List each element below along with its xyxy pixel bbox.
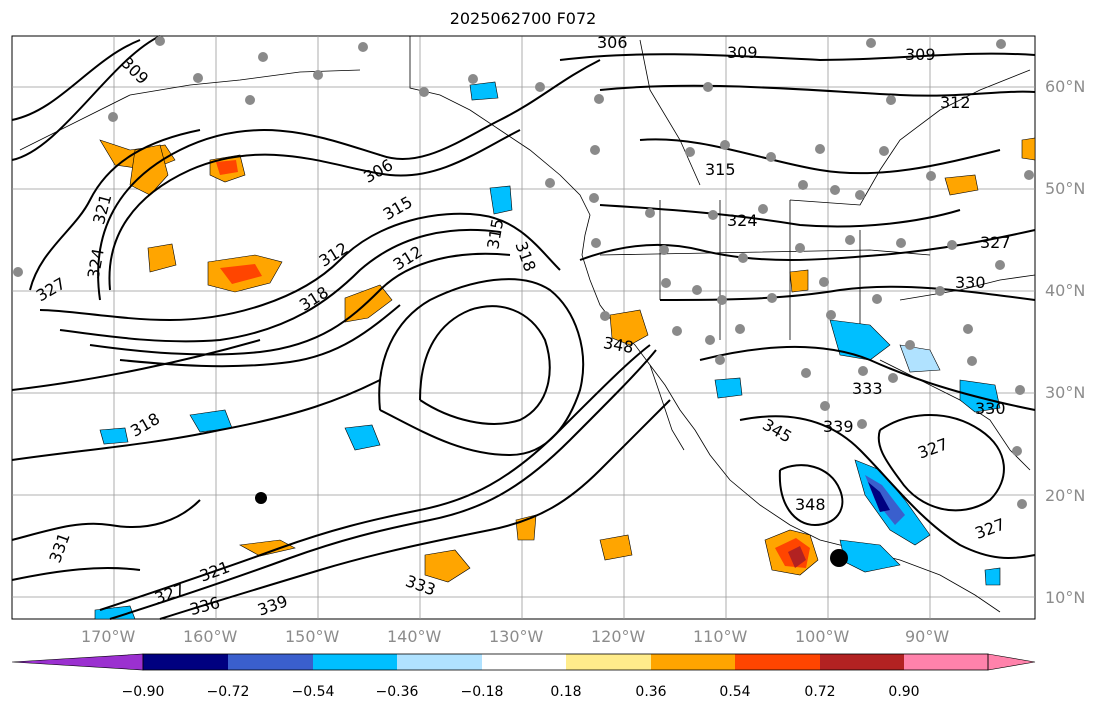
contour-label: 327 xyxy=(980,233,1011,252)
colorbar-segment xyxy=(904,654,988,670)
lon-label: 140°W xyxy=(387,627,441,646)
contour-label: 309 xyxy=(727,43,758,62)
colorbar-segment xyxy=(735,654,820,670)
contour-label: 315 xyxy=(705,160,736,179)
lon-label: 90°W xyxy=(905,627,949,646)
lon-label: 170°W xyxy=(81,627,135,646)
colorbar-tick: −0.72 xyxy=(207,684,250,700)
contour-label: 330 xyxy=(955,273,986,292)
lat-label: 20°N xyxy=(1045,486,1085,505)
colorbar-tick: −0.90 xyxy=(122,684,165,700)
contour-label: 306 xyxy=(597,33,628,52)
lat-label: 60°N xyxy=(1045,77,1085,96)
lon-label: 120°W xyxy=(591,627,645,646)
colorbar-segment xyxy=(820,654,904,670)
lat-label: 30°N xyxy=(1045,383,1085,402)
colorbar-tick: −0.18 xyxy=(461,684,504,700)
contour-label: 348 xyxy=(795,495,826,514)
colorbar-segment xyxy=(651,654,735,670)
contour-label: 330 xyxy=(975,399,1006,418)
contour-label: 339 xyxy=(823,417,854,436)
colorbar-max-extension xyxy=(988,654,1035,670)
colorbar-segment xyxy=(228,654,313,670)
contour-label: 333 xyxy=(852,379,883,398)
lat-label: 50°N xyxy=(1045,179,1085,198)
contour-label: 312 xyxy=(940,93,971,112)
lon-label: 160°W xyxy=(183,627,237,646)
contour-label: 309 xyxy=(905,45,936,64)
colorbar-tick: 0.90 xyxy=(888,684,919,700)
colorbar-tick: −0.54 xyxy=(292,684,335,700)
colorbar-min-extension xyxy=(12,654,143,670)
colorbar-segment xyxy=(482,654,566,670)
colorbar-tick: 0.72 xyxy=(804,684,835,700)
colorbar-segment xyxy=(143,654,228,670)
lon-label: 130°W xyxy=(489,627,543,646)
colorbar-segment xyxy=(313,654,397,670)
colorbar xyxy=(12,654,1035,670)
lon-label: 150°W xyxy=(285,627,339,646)
lat-label: 40°N xyxy=(1045,281,1085,300)
colorbar-tick: −0.36 xyxy=(376,684,419,700)
map-area: 306 309 309 309 312 315 324 306 315 312 … xyxy=(12,33,1035,620)
contour-label: 324 xyxy=(727,211,758,230)
colorbar-tick: 0.36 xyxy=(635,684,666,700)
colorbar-segment xyxy=(397,654,482,670)
lon-label: 110°W xyxy=(693,627,747,646)
lat-label: 10°N xyxy=(1045,588,1085,607)
lon-label: 100°W xyxy=(795,627,849,646)
colorbar-segment xyxy=(566,654,651,670)
colorbar-tick: 0.54 xyxy=(719,684,750,700)
colorbar-tick: 0.18 xyxy=(550,684,581,700)
